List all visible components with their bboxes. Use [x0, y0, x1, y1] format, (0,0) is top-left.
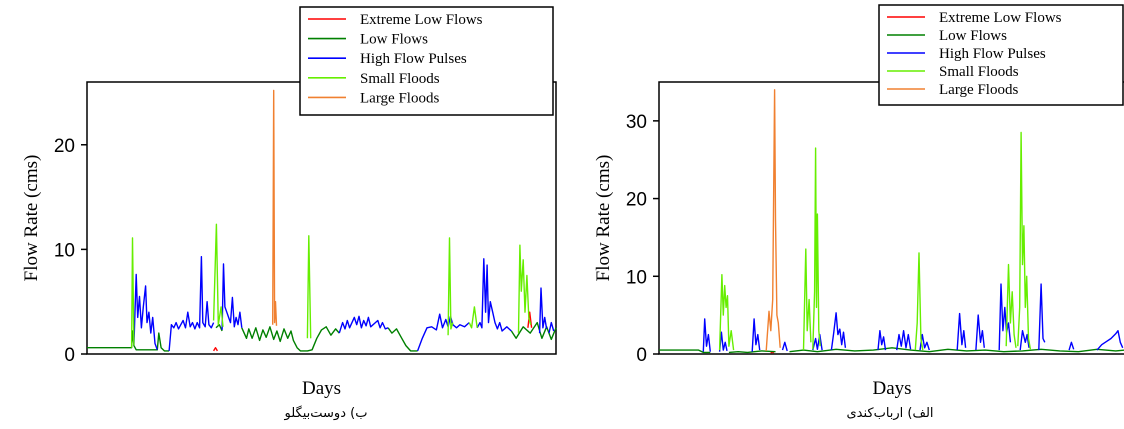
series-line-extreme-low-flows [527, 311, 533, 328]
series-line-high-flow-pulses [1068, 341, 1075, 351]
series-line-low-flows [510, 321, 557, 341]
chart-panel-left-arbabkandi: 0 10 20 30 Days Flow Rate (cms) Extreme Low Fl… [562, 0, 1124, 429]
series-line-high-flow-pulses [1019, 330, 1030, 351]
series-line-high-flow-pulses [781, 341, 788, 352]
legend-entry-label: Small Floods [939, 64, 1019, 80]
series-line-small-floods [130, 237, 135, 348]
series-line-high-flow-pulses [896, 330, 912, 351]
series-line-high-flow-pulses [956, 312, 967, 351]
series-line-high-flow-pulses [812, 333, 823, 351]
plot-frame [658, 81, 1124, 355]
y-tick-label: 20 [54, 136, 75, 157]
series-line-high-flow-pulses [338, 315, 389, 334]
series-line-high-flow-pulses [877, 330, 887, 351]
y-axis-title: Flow Rate (cms) [593, 155, 614, 282]
legend-entry-label: Extreme Low Flows [360, 12, 483, 28]
series-line-high-flow-pulses [476, 258, 512, 332]
y-tick-label: 0 [636, 345, 647, 366]
legend-entry-label: Small Floods [360, 71, 440, 87]
chart-caption: الف) ارباب‌کندی [846, 406, 934, 421]
series-line-high-flow-pulses [538, 287, 548, 334]
chart-caption: ب) دوست‌بیگلو [284, 406, 368, 421]
series-line-high-flow-pulses [416, 313, 470, 352]
legend-entry-label: Large Floods [360, 90, 439, 106]
series-line-small-floods [447, 237, 454, 336]
series-line-low-flows [215, 324, 223, 332]
series-line-high-flow-pulses [1096, 330, 1124, 351]
legend-entry-label: Low Flows [939, 28, 1007, 44]
y-tick-label: 30 [626, 112, 647, 133]
series-line-large-floods [765, 89, 781, 351]
series-line-small-floods [468, 306, 478, 329]
chart-panel-right-doostbiglou: 0 10 20 Days Flow Rate (cms) Extreme Low Flow… [21, 6, 557, 421]
x-axis-title: Days [872, 378, 911, 399]
series-line-small-floods [1017, 131, 1032, 350]
series-line-small-floods [914, 252, 924, 351]
series-line-high-flow-pulses [751, 318, 761, 352]
series-line-small-floods [517, 244, 532, 334]
series-line-small-floods [718, 274, 735, 351]
legend-entry-label: High Flow Pulses [360, 51, 467, 67]
series-line-high-flow-pulses [168, 256, 215, 351]
series-line-low-flows [659, 349, 711, 354]
y-tick-label: 10 [626, 267, 647, 288]
series-line-low-flows [387, 327, 418, 352]
plot-frame [86, 81, 557, 355]
y-tick-label: 10 [54, 240, 75, 261]
series-line-high-flow-pulses [1038, 283, 1046, 351]
series-line-low-flows [728, 350, 776, 354]
series-line-high-flow-pulses [718, 331, 728, 352]
series-line-high-flow-pulses [998, 283, 1012, 351]
y-tick-label: 0 [64, 345, 75, 366]
flow-chart-doostbiglou: 0 10 20 Days Flow Rate (cms) Extreme Low Flow… [21, 6, 557, 399]
series-line-high-flow-pulses [133, 273, 158, 351]
series-line-small-floods [802, 248, 812, 351]
series-line-high-flow-pulses [548, 321, 555, 334]
series-line-small-floods [306, 235, 312, 339]
series-line-high-flow-pulses [702, 318, 711, 352]
series-line-low-flows [241, 326, 340, 352]
x-axis-title: Days [302, 378, 341, 399]
series-line-small-floods [212, 223, 224, 327]
series-line-small-floods [1005, 263, 1017, 348]
series-line-extreme-low-flows [212, 347, 219, 352]
legend-entry-label: High Flow Pulses [939, 46, 1046, 62]
y-tick-label: 20 [626, 190, 647, 211]
series-line-high-flow-pulses [221, 263, 243, 330]
legend-entry-label: Extreme Low Flows [939, 10, 1062, 26]
legend-entry-label: Low Flows [360, 32, 428, 48]
series-line-small-floods [812, 147, 821, 350]
series-line-high-flow-pulses [975, 314, 985, 351]
legend-entry-label: Large Floods [939, 82, 1018, 98]
series-line-large-floods [272, 89, 278, 326]
y-axis-title: Flow Rate (cms) [21, 155, 42, 282]
flow-chart-arbabkandi: 0 10 20 30 Days Flow Rate (cms) Extreme Low Fl… [593, 4, 1124, 399]
series-line-high-flow-pulses [830, 312, 847, 351]
